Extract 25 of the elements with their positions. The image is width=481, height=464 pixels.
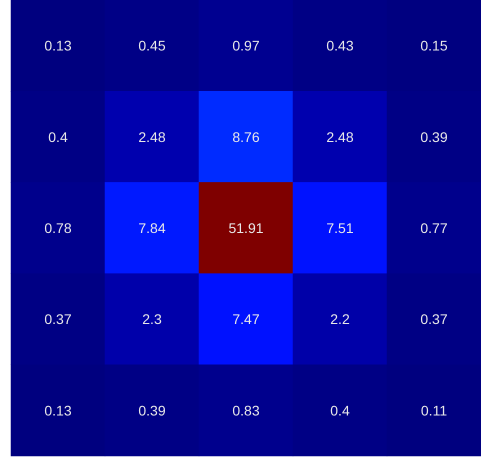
data-label: 7.84 xyxy=(138,220,166,236)
data-label: 0.4 xyxy=(48,128,68,145)
data-label: 7.51 xyxy=(326,220,354,236)
data-label: 2.48 xyxy=(138,128,166,145)
data-label: 0.45 xyxy=(138,38,166,54)
data-label: 0.13 xyxy=(44,38,72,54)
data-label: 0.37 xyxy=(44,311,72,328)
data-label: 0.13 xyxy=(44,402,72,418)
data-label: 0.39 xyxy=(420,128,448,145)
data-label: 0.11 xyxy=(420,402,448,418)
data-label: 2.48 xyxy=(326,128,354,145)
data-label: 0.37 xyxy=(420,311,448,328)
data-label: 2.2 xyxy=(330,311,350,328)
data-label: 0.43 xyxy=(326,38,354,54)
data-label: 0.77 xyxy=(420,220,448,236)
data-label: 0.15 xyxy=(420,38,448,54)
data-label: 7.47 xyxy=(232,311,260,328)
data-label: 0.39 xyxy=(138,402,166,418)
data-label: 51.91 xyxy=(228,220,264,236)
data-label: 0.97 xyxy=(232,38,260,54)
data-label: 0.4 xyxy=(330,402,350,418)
data-label: 0.83 xyxy=(232,402,260,418)
data-label: 2.3 xyxy=(142,311,162,328)
data-label: 8.76 xyxy=(232,128,260,145)
data-label: 0.78 xyxy=(44,220,72,236)
